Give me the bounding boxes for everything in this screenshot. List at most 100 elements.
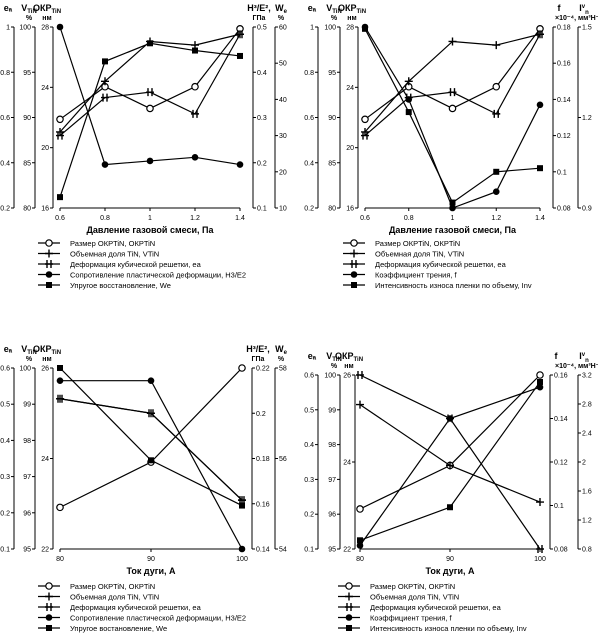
x-tick-label: 1	[451, 215, 455, 222]
left-axis-3-tick-label: 24	[346, 85, 354, 92]
legend-item: Упругое восстановление, We	[38, 281, 171, 290]
data-point	[102, 58, 108, 65]
legend-marker	[45, 614, 53, 621]
legend: Размер ОКРTiN, ОКРTiN Объемная доля TiN, …	[38, 239, 246, 290]
data-point	[147, 40, 153, 47]
right-axis-1-tick-label: 0.3	[257, 115, 267, 122]
left-axis-1-tick-label: 1	[6, 25, 10, 32]
data-point	[236, 161, 244, 168]
series-3	[56, 394, 246, 505]
data-point	[537, 165, 543, 172]
legend-item: Интенсивность износа пленки по объему, I…	[338, 624, 527, 633]
right-axis-2-tick-label: 58	[279, 366, 287, 373]
data-point	[356, 400, 364, 409]
legend-marker	[45, 249, 53, 258]
left-axis-3-label: ОКРTiN	[335, 351, 363, 363]
legend-marker	[45, 271, 53, 278]
series-line	[59, 42, 241, 198]
legend-marker	[345, 592, 353, 601]
legend-item: Коэффициент трения, f	[343, 271, 458, 280]
right-axis-1-tick-label: 0.1	[554, 503, 564, 510]
data-point	[356, 542, 364, 549]
right-axis-2-tick-label: 20	[279, 169, 287, 176]
data-point	[236, 30, 244, 39]
left-axis-3-tick-label: 24	[343, 460, 351, 467]
right-axis-1-unit: ГПа	[253, 15, 266, 22]
data-point	[57, 365, 63, 371]
x-axis-label: Давление газовой смеси, Па	[86, 225, 214, 235]
right-axis-2-tick-label: 1.6	[582, 489, 592, 496]
legend-label: Размер ОКРTiN, ОКРTiN	[375, 239, 460, 248]
data-point	[101, 93, 109, 102]
left-axis-1-tick-label: 0.2	[0, 206, 10, 213]
legend-label: Упругое востановление, We	[70, 624, 167, 633]
series-1	[56, 364, 246, 512]
left-axis-1-tick-label: 0.1	[304, 547, 314, 554]
data-point	[362, 25, 368, 32]
data-point	[237, 52, 243, 59]
data-point	[449, 199, 456, 206]
legend-marker	[46, 625, 52, 631]
data-point	[238, 364, 246, 372]
data-point	[536, 101, 544, 109]
legend-marker	[345, 582, 353, 590]
legend-marker	[45, 239, 53, 247]
right-axis-1-tick-label: 0.4	[257, 70, 267, 77]
series-line	[359, 374, 541, 510]
left-axis-1-tick-label: 0.6	[0, 366, 10, 373]
data-point	[146, 104, 154, 113]
legend-label: Деформация кубической решетки, ea	[375, 260, 507, 269]
legend-label: Объемная доля TiN, VTiN	[370, 593, 459, 602]
legend-item: Деформация кубической решетки, ea	[343, 260, 507, 269]
x-tick-label: 1	[148, 215, 152, 222]
left-axis-1-tick-label: 0.2	[0, 510, 10, 517]
series-4	[361, 23, 544, 212]
legend-label: Деформация кубической решетки, ea	[370, 603, 502, 612]
data-point	[447, 504, 453, 511]
left-axis-3-tick-label: 24	[41, 456, 49, 463]
legend-item: Размер ОКРTiN, ОКРTiN	[338, 582, 455, 591]
right-axis-2-unit: %	[278, 356, 285, 363]
data-point	[361, 131, 369, 140]
x-tick-label: 0.6	[55, 215, 65, 222]
series-4	[356, 383, 544, 549]
left-axis-2-tick-label: 95	[23, 70, 31, 77]
series-line	[364, 26, 541, 209]
left-axis-2-unit: %	[331, 15, 338, 22]
data-point	[448, 88, 457, 97]
data-point	[146, 88, 154, 97]
right-axis-1-tick-label: 0.08	[554, 547, 568, 554]
left-axis-2-tick-label: 90	[328, 115, 336, 122]
left-axis-2-unit: %	[26, 356, 33, 363]
left-axis-2-tick-label: 99	[328, 407, 336, 414]
legend-marker	[350, 271, 358, 278]
left-axis-2-label: VTiN	[21, 344, 37, 356]
data-point	[492, 188, 500, 196]
legend-item: Интенсивность износа пленки по объему, I…	[343, 281, 532, 290]
series-4	[56, 23, 244, 168]
left-axis-2-tick-label: 100	[324, 373, 336, 380]
left-axis-2-label: VTiN	[21, 3, 37, 15]
series-3	[56, 30, 244, 140]
x-tick-label: 80	[56, 556, 64, 563]
right-axis-2-label: Ivn	[579, 3, 589, 16]
left-axis-1-tick-label: 0.8	[304, 70, 314, 77]
left-axis-2-tick-label: 85	[328, 160, 336, 167]
series-1	[356, 371, 544, 513]
right-axis-1-tick-label: 0.08	[557, 206, 571, 213]
chart-panel-4: 80 90 100 Ток дуги, А 0.1 0.2 0.3 0.4 0.5 0.6 eₐ 95…	[304, 351, 598, 633]
legend-item: Сопротивление пластической деформации, H…	[38, 271, 246, 280]
legend-item: Размер ОКРTiN, ОКРTiN	[343, 239, 460, 248]
chart-panel-3: 80 90 100 Ток дуги, А 0.1 0.2 0.3 0.4 0.5 0.6 eₐ 95…	[0, 344, 287, 633]
right-axis-1-tick-label: 0.5	[257, 25, 267, 32]
series-5	[57, 365, 245, 509]
left-axis-1-tick-label: 0.6	[0, 115, 10, 122]
data-point	[192, 47, 198, 54]
series-5	[362, 25, 543, 206]
data-point	[446, 415, 454, 422]
x-tick-label: 80	[356, 556, 364, 563]
left-axis-3-tick-label: 22	[41, 547, 49, 554]
data-point	[404, 77, 413, 86]
data-point	[361, 115, 369, 124]
legend-item: Коэффициент трения, f	[338, 614, 453, 623]
